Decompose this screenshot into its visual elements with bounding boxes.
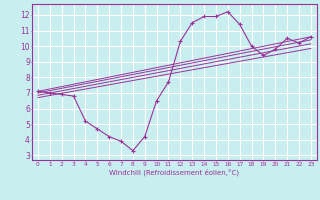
X-axis label: Windchill (Refroidissement éolien,°C): Windchill (Refroidissement éolien,°C) [109,168,239,176]
